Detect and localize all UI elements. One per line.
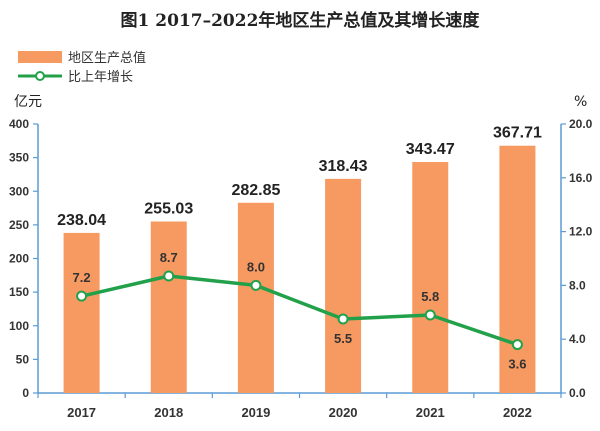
bar-value-label: 282.85 [231,182,280,199]
y-left-tick-label: 200 [9,252,29,266]
bar-value-label: 367.71 [493,125,542,142]
y-left-tick-label: 150 [9,285,29,299]
bar-value-label: 255.03 [144,200,193,217]
x-tick-label: 2022 [503,405,532,420]
y-axis-right-label: % [574,94,587,110]
x-tick-label: 2018 [154,405,183,420]
line-point [424,309,436,321]
legend-label-bar: 地区生产总值 [68,50,146,66]
line-value-label: 8.7 [160,250,178,265]
chart-title: 图1 2017–2022年地区生产总值及其增长速度 [121,10,481,31]
line-point [76,290,88,302]
bar [63,232,100,393]
line-point [511,339,523,351]
y-right-tick-label: 8.0 [569,278,586,292]
line-value-label: 3.6 [508,357,526,372]
legend: 地区生产总值 比上年增长 [18,50,146,85]
y-left-tick-label: 300 [9,184,29,198]
y-right-tick-label: 4.0 [569,332,586,346]
bar [150,221,187,393]
y-left-tick-label: 0 [22,386,29,400]
bar [325,178,362,393]
y-left-tick-label: 350 [9,151,29,165]
line-point [250,279,262,291]
y-right-tick-label: 0.0 [569,386,586,400]
bars [63,145,536,393]
data-labels: 238.04 255.03 282.85 318.43 343.47 367.71 7.2 8… [57,125,542,372]
y-axis-left-label: 亿元 [14,94,42,110]
legend-label-line: 比上年增长 [68,70,133,85]
bar-value-label: 318.43 [319,158,368,175]
growth-line [76,270,523,351]
bar [499,145,536,393]
y-left-tick-label: 250 [9,218,29,232]
x-tick-label: 2019 [241,405,270,420]
axes: 0 50 100 150 200 250 300 350 400 0.0 4.0 8.0 12.0 16.… [9,117,593,420]
y-left-tick-label: 400 [9,117,29,131]
line-value-label: 8.0 [247,259,265,274]
growth-line-path [81,274,518,347]
y-left-tick-label: 50 [16,352,30,366]
x-tick-label: 2021 [416,405,445,420]
y-right-tick-label: 12.0 [569,225,593,239]
y-right-tick-label: 16.0 [569,171,593,185]
bar-value-label: 343.47 [406,141,455,158]
line-point [337,313,349,325]
y-left-tick-label: 100 [9,319,29,333]
line-value-label: 7.2 [73,270,91,285]
x-tick-label: 2017 [67,405,96,420]
bar-value-label: 238.04 [57,212,106,229]
legend-swatch-bar [18,51,62,63]
legend-marker-line [35,71,45,81]
line-value-label: 5.5 [334,331,352,346]
bar [237,202,274,393]
y-right-tick-label: 20.0 [569,117,593,131]
line-point [163,270,175,282]
x-tick-label: 2020 [329,405,358,420]
bar [412,162,449,393]
line-value-label: 5.8 [421,289,439,304]
